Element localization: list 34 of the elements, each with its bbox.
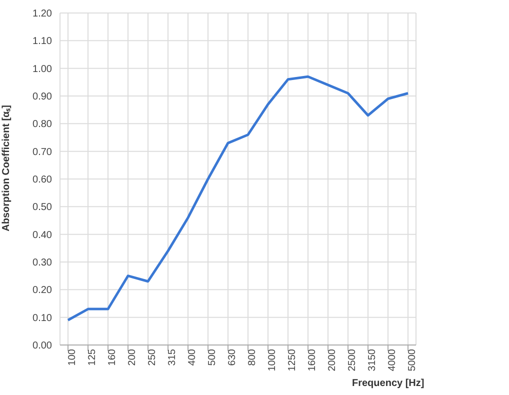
line-series (66, 75, 410, 322)
y-axis-title: Absorption Coefficient [αₛ] (0, 105, 12, 232)
x-tick-label: 800 (247, 348, 258, 366)
y-tick-label: 0.90 (32, 92, 52, 103)
x-tick-label: 1000 (267, 348, 278, 372)
x-tick-label: 2000 (327, 348, 338, 372)
y-tick-label: 0.70 (32, 146, 52, 158)
x-tick-label: 160 (107, 348, 118, 366)
x-tick-label: 630 (227, 348, 238, 366)
x-tick-label: 200 (127, 348, 138, 366)
x-tick-label: 250 (147, 348, 158, 366)
y-tick-label: 0.20 (32, 285, 52, 296)
y-tick-label: 0.50 (32, 202, 52, 214)
x-tick-label: 500 (207, 348, 218, 366)
y-tick-label: 0.00 (32, 340, 52, 352)
x-axis-title: Frequency [Hz] (352, 378, 424, 389)
x-tick-label: 3150 (367, 348, 378, 372)
x-tick-label: 1600 (307, 348, 318, 372)
x-tick-label: 1250 (287, 348, 298, 372)
x-tick-label: 100 (67, 348, 78, 366)
y-tick-label: 0.80 (32, 119, 52, 130)
y-tick-label: 0.30 (32, 258, 52, 269)
x-tick-label: 400 (187, 348, 198, 366)
y-tick-label: 0.60 (32, 174, 52, 186)
x-tick-label: 315 (167, 348, 178, 366)
x-tick-label: 125 (87, 348, 98, 366)
y-tick-label: 1.10 (32, 36, 52, 48)
y-tick-label: 1.00 (32, 64, 52, 75)
y-tick-label: 0.10 (32, 312, 52, 324)
x-tick-label: 5000 (407, 348, 418, 372)
x-tick-label: 2500 (347, 348, 358, 372)
y-tick-label: 1.20 (32, 8, 52, 20)
x-tick-label: 4000 (387, 348, 398, 372)
y-tick-label: 0.40 (32, 230, 52, 241)
